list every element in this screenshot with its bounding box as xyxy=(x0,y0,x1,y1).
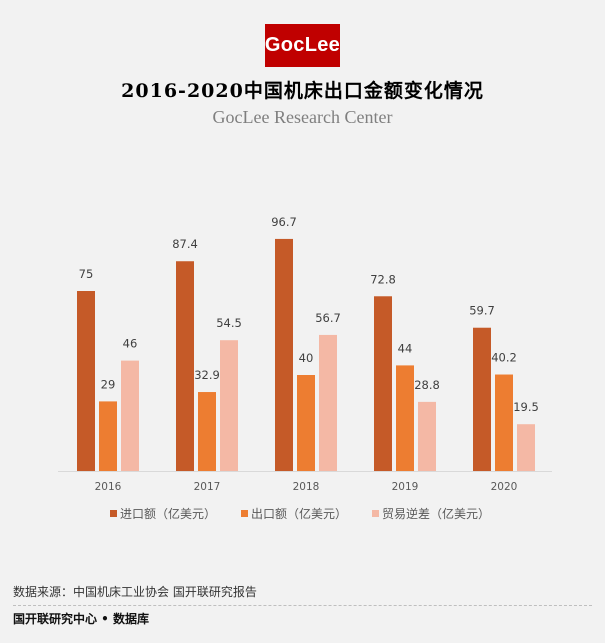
bars-layer: 75 29 46 87.4 32.9 54.5 96.7 40 56.7 72.8 44 28.8 59… xyxy=(77,215,539,471)
bar-2018-series-0 xyxy=(275,238,293,471)
x-tick-label-2016: 2016 xyxy=(95,481,122,493)
data-label-2020-series-0: 59.7 xyxy=(469,304,495,318)
data-label-2019-series-0: 72.8 xyxy=(370,272,396,286)
bar-2017-series-0 xyxy=(176,261,194,471)
bar-2019-series-1 xyxy=(396,365,414,471)
legend-item-1: 出口额（亿美元） xyxy=(241,505,347,522)
x-tick-label-2020: 2020 xyxy=(491,481,518,493)
data-label-2019-series-2: 28.8 xyxy=(414,378,440,392)
data-label-2020-series-1: 40.2 xyxy=(491,351,517,365)
bar-2017-series-2 xyxy=(220,340,238,471)
bar-chart: 75 29 46 87.4 32.9 54.5 96.7 40 56.7 72.8 44 28.8 59… xyxy=(58,215,552,493)
chart-title: 2016-2020中国机床出口金额变化情况 xyxy=(121,80,484,102)
data-source-note: 数据来源：中国机床工业协会 国开联研究报告 xyxy=(13,585,257,599)
data-label-2017-series-2: 54.5 xyxy=(216,316,242,330)
legend-swatch-icon xyxy=(110,510,117,517)
legend-label: 贸易逆差（亿美元） xyxy=(382,507,491,521)
bar-2019-series-2 xyxy=(418,401,436,471)
legend-item-2: 贸易逆差（亿美元） xyxy=(372,505,490,522)
bar-2018-series-1 xyxy=(297,375,315,471)
legend-swatch-icon xyxy=(372,510,380,517)
data-label-2018-series-2: 56.7 xyxy=(315,311,341,325)
legend-label: 出口额（亿美元） xyxy=(251,507,348,521)
data-label-2016-series-1: 29 xyxy=(101,377,116,391)
bar-2020-series-0 xyxy=(473,327,491,471)
x-tick-label-2019: 2019 xyxy=(392,481,419,493)
data-label-2017-series-0: 87.4 xyxy=(172,237,198,251)
footer-brand: 国开联研究中心 • 数据库 xyxy=(13,612,150,626)
data-label-2016-series-2: 46 xyxy=(123,337,138,351)
x-tick-label-2017: 2017 xyxy=(194,481,221,493)
bar-2020-series-2 xyxy=(517,424,535,471)
data-label-2018-series-0: 96.7 xyxy=(271,215,297,229)
bar-2016-series-1 xyxy=(99,401,117,471)
bar-2019-series-0 xyxy=(374,296,392,471)
data-label-2020-series-2: 19.5 xyxy=(513,400,539,414)
chart-subtitle: GocLee Research Center xyxy=(212,107,393,127)
data-label-2018-series-1: 40 xyxy=(299,351,314,365)
data-label-2016-series-0: 75 xyxy=(79,267,94,281)
data-label-2019-series-1: 44 xyxy=(398,341,413,355)
bar-2017-series-1 xyxy=(198,392,216,471)
x-axis-labels: 2016 2017 2018 2019 2020 xyxy=(95,481,518,493)
legend-label: 进口额（亿美元） xyxy=(120,507,217,521)
x-tick-label-2018: 2018 xyxy=(293,481,320,493)
bar-2016-series-2 xyxy=(121,360,139,471)
footer-divider xyxy=(13,605,592,606)
goclee-logo: GocLee xyxy=(265,24,340,67)
bar-2016-series-0 xyxy=(77,291,95,471)
legend-swatch-icon xyxy=(241,510,249,517)
legend-item-0: 进口额（亿美元） xyxy=(110,505,216,522)
data-label-2017-series-1: 32.9 xyxy=(194,368,220,382)
bar-2018-series-2 xyxy=(319,334,337,471)
bar-2020-series-1 xyxy=(495,374,513,471)
legend: 进口额（亿美元） 出口额（亿美元） 贸易逆差（亿美元） xyxy=(110,505,490,522)
